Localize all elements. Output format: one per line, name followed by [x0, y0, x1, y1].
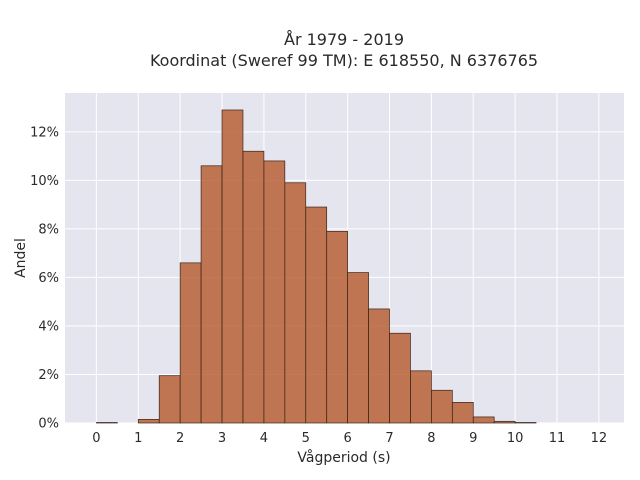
- y-tick-labels: 0% 2% 4% 6% 8% 10% 12%: [30, 125, 59, 431]
- x-axis-label: Vågperiod (s): [297, 449, 390, 466]
- histogram-bar: [263, 160, 286, 424]
- histogram-bar: [305, 206, 328, 424]
- histogram-bar: [389, 332, 411, 424]
- y-tick-label: 12%: [30, 125, 59, 140]
- histogram-bar: [410, 370, 432, 424]
- x-tick-label: 9: [469, 431, 477, 446]
- x-tick-label: 7: [385, 431, 393, 446]
- y-tick-label: 4%: [38, 319, 59, 334]
- bars: [96, 109, 537, 424]
- histogram-bar: [326, 230, 348, 424]
- x-tick-label: 1: [134, 431, 142, 446]
- chart-title: År 1979 - 2019: [284, 30, 404, 49]
- x-tick-label: 0: [92, 431, 100, 446]
- histogram-bar: [493, 420, 516, 424]
- histogram-bar: [284, 182, 307, 424]
- histogram-bar: [242, 150, 265, 424]
- histogram-bar: [137, 419, 160, 424]
- y-axis-label: Andel: [13, 238, 29, 278]
- x-tick-labels: 0 1 2 3 4 5 6 7 8 9 10 11 12: [92, 431, 607, 446]
- histogram-bar: [200, 165, 223, 424]
- histogram-bar: [368, 308, 390, 424]
- y-tick-label: 2%: [38, 368, 59, 383]
- histogram-bar: [431, 389, 453, 424]
- x-tick-label: 4: [260, 431, 268, 446]
- histogram-bar: [472, 416, 495, 424]
- x-tick-label: 12: [591, 431, 608, 446]
- chart-subtitle: Koordinat (Sweref 99 TM): E 618550, N 63…: [150, 51, 538, 70]
- y-tick-label: 6%: [38, 271, 59, 286]
- histogram-bar: [221, 109, 244, 424]
- histogram-bar: [347, 272, 369, 424]
- x-tick-label: 10: [507, 431, 524, 446]
- x-tick-label: 8: [427, 431, 435, 446]
- y-tick-label: 10%: [30, 174, 59, 189]
- x-tick-label: 5: [302, 431, 310, 446]
- histogram-bar: [451, 402, 474, 424]
- x-tick-label: 3: [218, 431, 226, 446]
- histogram-bar: [179, 262, 202, 424]
- y-tick-label: 0%: [38, 417, 59, 432]
- histogram-bar: [158, 375, 181, 424]
- x-tick-label: 6: [343, 431, 351, 446]
- y-tick-label: 8%: [38, 222, 59, 237]
- x-tick-label: 2: [176, 431, 184, 446]
- x-tick-label: 11: [549, 431, 566, 446]
